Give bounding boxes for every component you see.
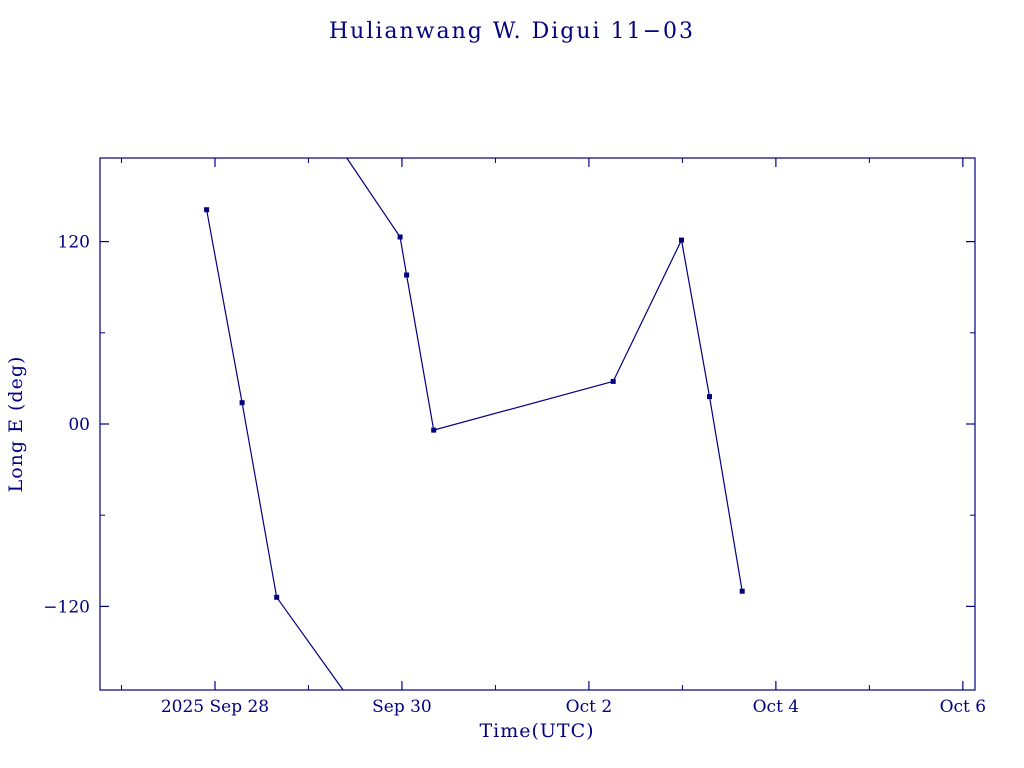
chart-title: Hulianwang W. Digui 11−03 — [329, 19, 695, 44]
x-tick-label: Oct 2 — [566, 697, 613, 717]
data-point-marker — [404, 272, 410, 278]
data-point-marker — [239, 400, 245, 406]
data-point-marker — [431, 427, 437, 433]
plot-frame — [99, 157, 976, 691]
data-point-marker — [204, 207, 210, 213]
data-point-marker — [707, 394, 712, 400]
data-point-marker — [274, 594, 280, 600]
x-axis-label: Time(UTC) — [479, 720, 594, 742]
x-tick-label: Sep 30 — [372, 697, 432, 717]
data-point-marker — [739, 588, 745, 594]
plot-area: 2025 Sep 28 Sep 30 Oct 2 Oct 4 Oct 6 120 00 −12… — [43, 157, 987, 717]
x-tick-label: Oct 4 — [753, 697, 800, 717]
y-axis-label: Long E (deg) — [5, 356, 27, 493]
data-point-marker — [397, 234, 403, 240]
y-tick-label: 120 — [58, 233, 90, 253]
data-point-marker — [610, 378, 616, 384]
series-line — [346, 157, 743, 592]
series-line — [206, 209, 344, 691]
y-tick-label: −120 — [43, 597, 90, 617]
x-tick-label: 2025 Sep 28 — [161, 697, 269, 717]
data-point-marker — [679, 237, 684, 243]
x-tick-label: Oct 6 — [940, 697, 987, 717]
y-tick-label: 00 — [68, 415, 90, 435]
